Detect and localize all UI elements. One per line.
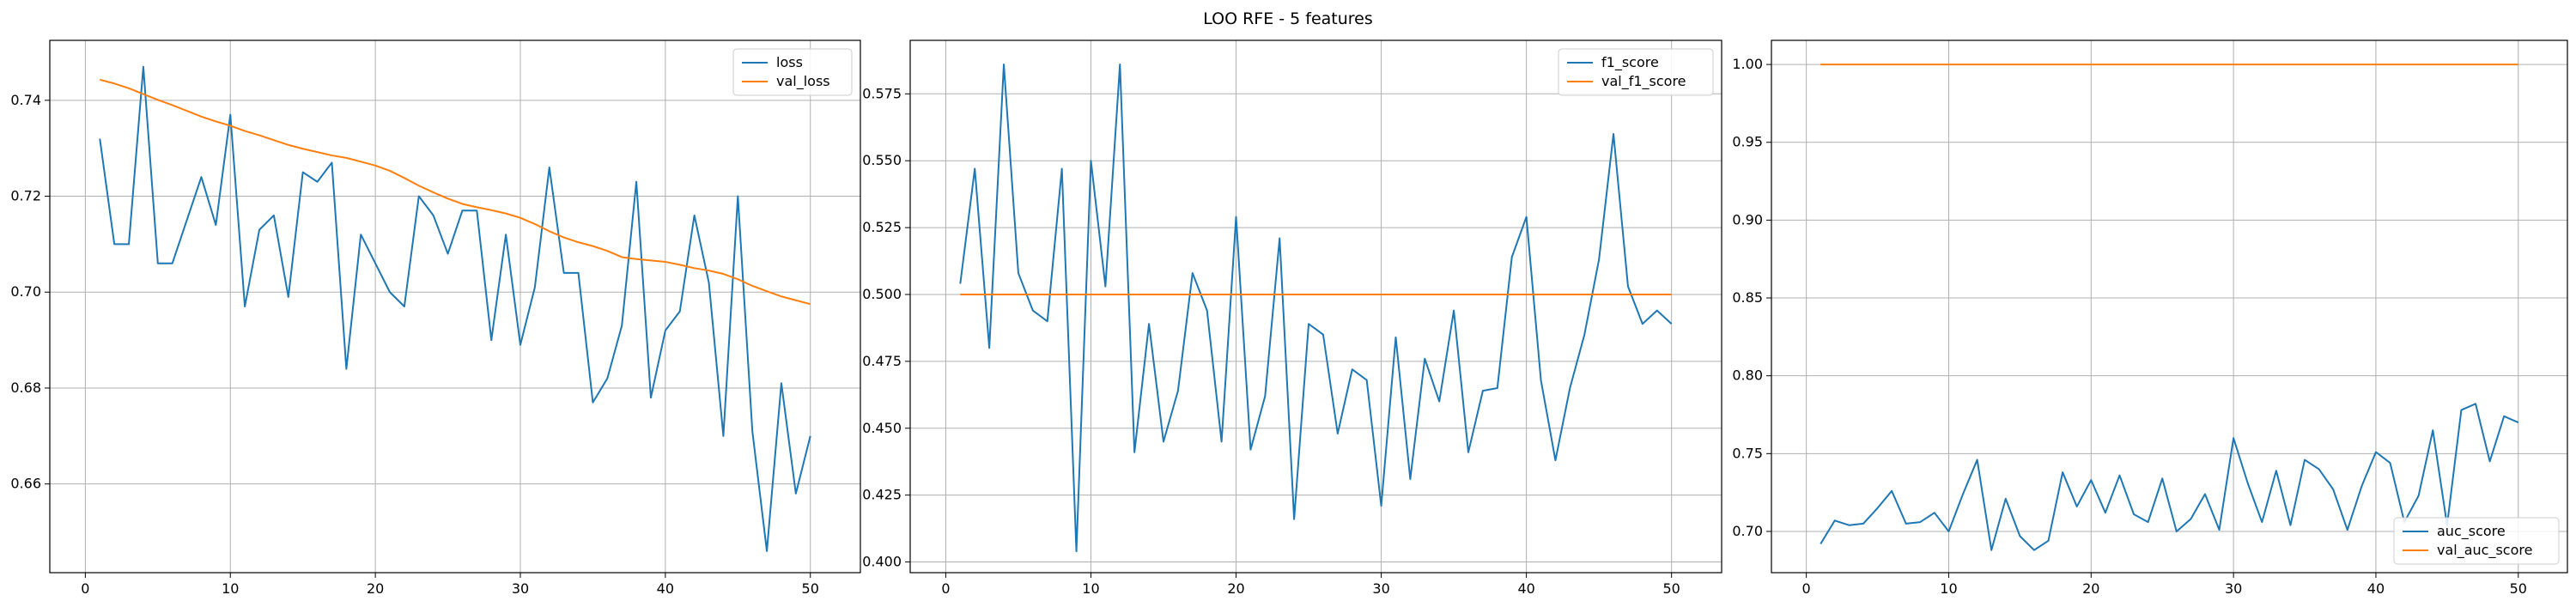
series-line-auc_score [1820,403,2519,551]
x-tick-label: 30 [2225,580,2242,597]
x-tick-label: 20 [2082,580,2099,597]
legend-box [2393,517,2560,565]
y-tick-label: 0.68 [10,379,41,396]
y-tick-label: 0.72 [10,188,41,204]
y-tick-label: 0.90 [1732,211,1763,228]
subplot-2: 0 10 20 30 40 50 0.400 0.425 0.450 0.475 0.500 0.52… [862,39,1722,597]
series-line-loss [99,65,811,552]
y-tick-label: 0.74 [10,92,41,108]
x-tick-label: 0 [941,580,950,597]
y-tick-label: 0.95 [1732,134,1763,150]
x-tick-label: 40 [1517,580,1534,597]
x-tick-label: 0 [81,580,89,597]
legend-label: val_loss [776,73,830,90]
x-tick-label: 40 [2367,580,2385,597]
y-tick-label: 0.66 [10,476,41,492]
y-tick-label: 0.550 [862,152,902,168]
y-tick-label: 0.70 [1732,523,1763,539]
y-tick-label: 0.70 [10,283,41,300]
y-tick-label: 0.75 [1732,445,1763,461]
legend: auc_score val_auc_score [2393,517,2560,565]
y-tick-label: 0.80 [1732,367,1763,384]
axes-frame [49,39,861,574]
x-tick-label: 30 [512,580,529,597]
legend-label: loss [776,54,803,70]
legend-box [1558,48,1714,96]
y-tick-label: 1.00 [1732,56,1763,72]
axes-frame [1771,39,2568,574]
legend-label: f1_score [1601,54,1659,71]
legend-label: auc_score [2437,523,2506,540]
x-tick-label: 40 [657,580,674,597]
x-tick-label: 50 [2510,580,2527,597]
x-tick-label: 10 [1082,580,1099,597]
y-tick-label: 0.425 [862,487,902,503]
x-tick-label: 50 [1662,580,1680,597]
x-tick-label: 10 [222,580,239,597]
x-tick-label: 10 [1940,580,1957,597]
y-tick-label: 0.400 [862,554,902,570]
y-tick-label: 0.475 [862,353,902,369]
y-tick-label: 0.85 [1732,289,1763,306]
legend-label: val_auc_score [2437,542,2532,559]
y-tick-label: 0.450 [862,420,902,436]
axes-frame [909,39,1722,574]
x-tick-label: 20 [1227,580,1244,597]
x-tick-label: 0 [1802,580,1811,597]
x-tick-label: 50 [802,580,819,597]
y-tick-label: 0.575 [862,85,902,101]
series-line-f1_score [959,64,1673,553]
y-tick-label: 0.525 [862,219,902,235]
x-tick-label: 20 [367,580,384,597]
subplot-3: 0 10 20 30 40 50 0.70 0.75 0.80 0.85 0.90 0.95 1.00 a… [1732,39,2568,597]
y-tick-label: 0.500 [862,286,902,302]
legend-label: val_f1_score [1601,73,1686,90]
series-line-val_loss [100,78,811,306]
figure-title: LOO RFE - 5 features [1203,9,1373,28]
legend: f1_score val_f1_score [1558,48,1714,96]
legend-box [732,48,853,96]
subplots: 0 10 20 30 40 50 0.66 0.68 0.70 0.72 0.74 loss val_l… [10,39,2568,597]
legend: loss val_loss [732,48,853,96]
x-tick-label: 30 [1372,580,1389,597]
subplot-1: 0 10 20 30 40 50 0.66 0.68 0.70 0.72 0.74 loss val_l… [10,39,861,597]
